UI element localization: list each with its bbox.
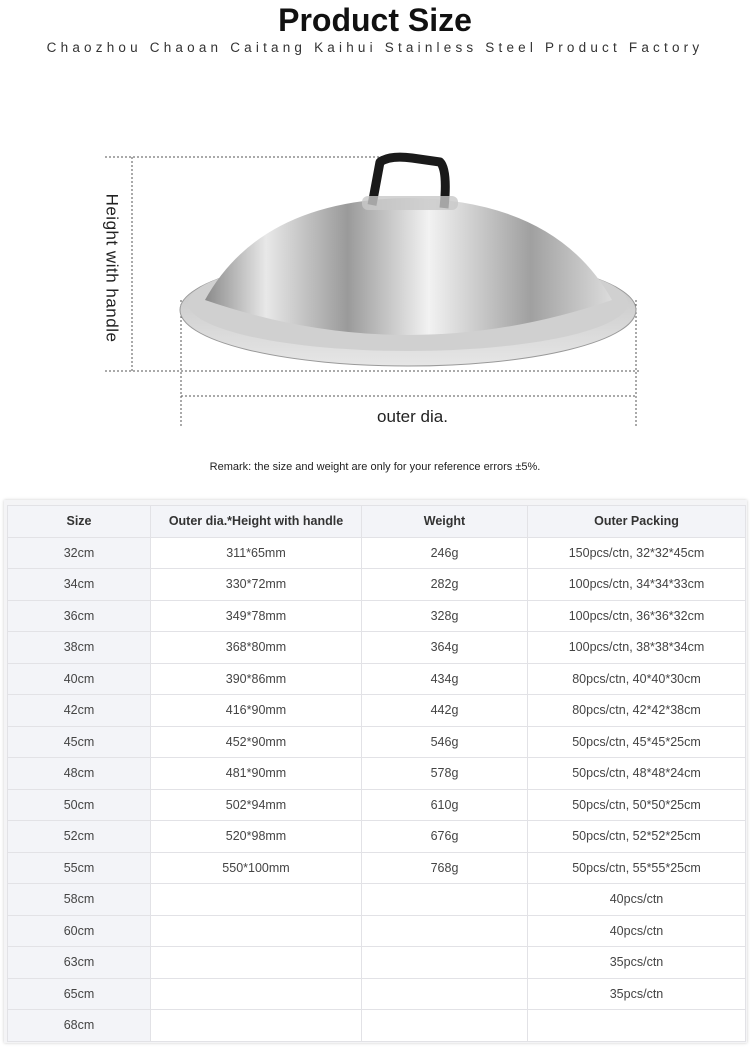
cell-dimensions: 550*100mm [150,851,362,884]
cell-dimensions: 452*90mm [150,725,362,758]
cell-weight: 364g [361,631,528,664]
cell-weight: 546g [361,725,528,758]
remark-text: Remark: the size and weight are only for… [209,461,541,473]
cell-weight: 282g [361,568,528,601]
cell-packing: 35pcs/ctn [527,977,746,1010]
table-row: 38cm 368*80mm 364g 100pcs/ctn, 38*38*34cm [7,631,746,664]
cell-size: 55cm [7,851,151,884]
size-table-container: Size Outer dia.*Height with handle Weigh… [4,500,747,1043]
cell-size: 42cm [7,694,151,727]
cell-packing: 100pcs/ctn, 34*34*33cm [527,568,746,601]
table-header-row: Size Outer dia.*Height with handle Weigh… [7,505,746,538]
cell-packing: 50pcs/ctn, 45*45*25cm [527,725,746,758]
header-size: Size [7,505,151,538]
cell-packing [527,1009,746,1042]
cell-packing: 40pcs/ctn [527,883,746,916]
cell-weight [361,883,528,916]
cell-packing: 100pcs/ctn, 38*38*34cm [527,631,746,664]
cell-dimensions: 311*65mm [150,536,362,569]
cell-weight: 610g [361,788,528,821]
table-row: 63cm 35pcs/ctn [7,946,746,979]
cell-size: 68cm [7,1009,151,1042]
cell-weight [361,914,528,947]
cell-size: 60cm [7,914,151,947]
table-row: 68cm [7,1009,746,1042]
cell-dimensions [150,1009,362,1042]
cell-dimensions: 416*90mm [150,694,362,727]
cell-dimensions [150,914,362,947]
cell-weight: 434g [361,662,528,695]
cell-weight: 328g [361,599,528,632]
cell-size: 50cm [7,788,151,821]
cell-packing: 50pcs/ctn, 52*52*25cm [527,820,746,853]
cell-size: 48cm [7,757,151,790]
cell-size: 34cm [7,568,151,601]
cell-weight: 676g [361,820,528,853]
page-title: Product Size [278,2,472,38]
cell-packing: 40pcs/ctn [527,914,746,947]
cell-size: 40cm [7,662,151,695]
cell-size: 63cm [7,946,151,979]
cell-packing: 50pcs/ctn, 50*50*25cm [527,788,746,821]
cell-packing: 80pcs/ctn, 40*40*30cm [527,662,746,695]
table-row: 32cm 311*65mm 246g 150pcs/ctn, 32*32*45cm [7,536,746,569]
cell-weight: 768g [361,851,528,884]
table-row: 34cm 330*72mm 282g 100pcs/ctn, 34*34*33cm [7,568,746,601]
cell-dimensions [150,946,362,979]
cell-weight [361,946,528,979]
table-row: 42cm 416*90mm 442g 80pcs/ctn, 42*42*38cm [7,694,746,727]
cell-size: 32cm [7,536,151,569]
cell-packing: 100pcs/ctn, 36*36*32cm [527,599,746,632]
table-row: 50cm 502*94mm 610g 50pcs/ctn, 50*50*25cm [7,788,746,821]
cell-dimensions: 349*78mm [150,599,362,632]
cell-dimensions: 481*90mm [150,757,362,790]
table-row: 36cm 349*78mm 328g 100pcs/ctn, 36*36*32cm [7,599,746,632]
height-label: Height with handle [102,193,121,342]
table-row: 58cm 40pcs/ctn [7,883,746,916]
cell-size: 52cm [7,820,151,853]
table-row: 65cm 35pcs/ctn [7,977,746,1010]
header-weight: Weight [361,505,528,538]
cell-size: 58cm [7,883,151,916]
lid-illustration [105,152,640,428]
cell-dimensions [150,883,362,916]
cell-dimensions: 520*98mm [150,820,362,853]
diameter-label: outer dia. [377,407,448,426]
cell-dimensions: 368*80mm [150,631,362,664]
cell-dimensions: 330*72mm [150,568,362,601]
table-row: 60cm 40pcs/ctn [7,914,746,947]
table-row: 40cm 390*86mm 434g 80pcs/ctn, 40*40*30cm [7,662,746,695]
cell-weight: 578g [361,757,528,790]
cell-weight: 442g [361,694,528,727]
cell-packing: 35pcs/ctn [527,946,746,979]
table-row: 55cm 550*100mm 768g 50pcs/ctn, 55*55*25cm [7,851,746,884]
cell-weight [361,1009,528,1042]
size-table: Size Outer dia.*Height with handle Weigh… [7,505,746,1042]
header-packing: Outer Packing [527,505,746,538]
cell-weight [361,977,528,1010]
cell-size: 45cm [7,725,151,758]
cell-packing: 50pcs/ctn, 48*48*24cm [527,757,746,790]
cell-size: 36cm [7,599,151,632]
factory-name: Chaozhou Chaoan Caitang Kaihui Stainless… [46,40,704,55]
table-row: 48cm 481*90mm 578g 50pcs/ctn, 48*48*24cm [7,757,746,790]
table-row: 45cm 452*90mm 546g 50pcs/ctn, 45*45*25cm [7,725,746,758]
table-row: 52cm 520*98mm 676g 50pcs/ctn, 52*52*25cm [7,820,746,853]
cell-dimensions: 502*94mm [150,788,362,821]
cell-size: 65cm [7,977,151,1010]
cell-size: 38cm [7,631,151,664]
header-dimensions: Outer dia.*Height with handle [150,505,362,538]
cell-packing: 150pcs/ctn, 32*32*45cm [527,536,746,569]
cell-packing: 80pcs/ctn, 42*42*38cm [527,694,746,727]
cell-dimensions [150,977,362,1010]
cell-dimensions: 390*86mm [150,662,362,695]
cell-packing: 50pcs/ctn, 55*55*25cm [527,851,746,884]
cell-weight: 246g [361,536,528,569]
